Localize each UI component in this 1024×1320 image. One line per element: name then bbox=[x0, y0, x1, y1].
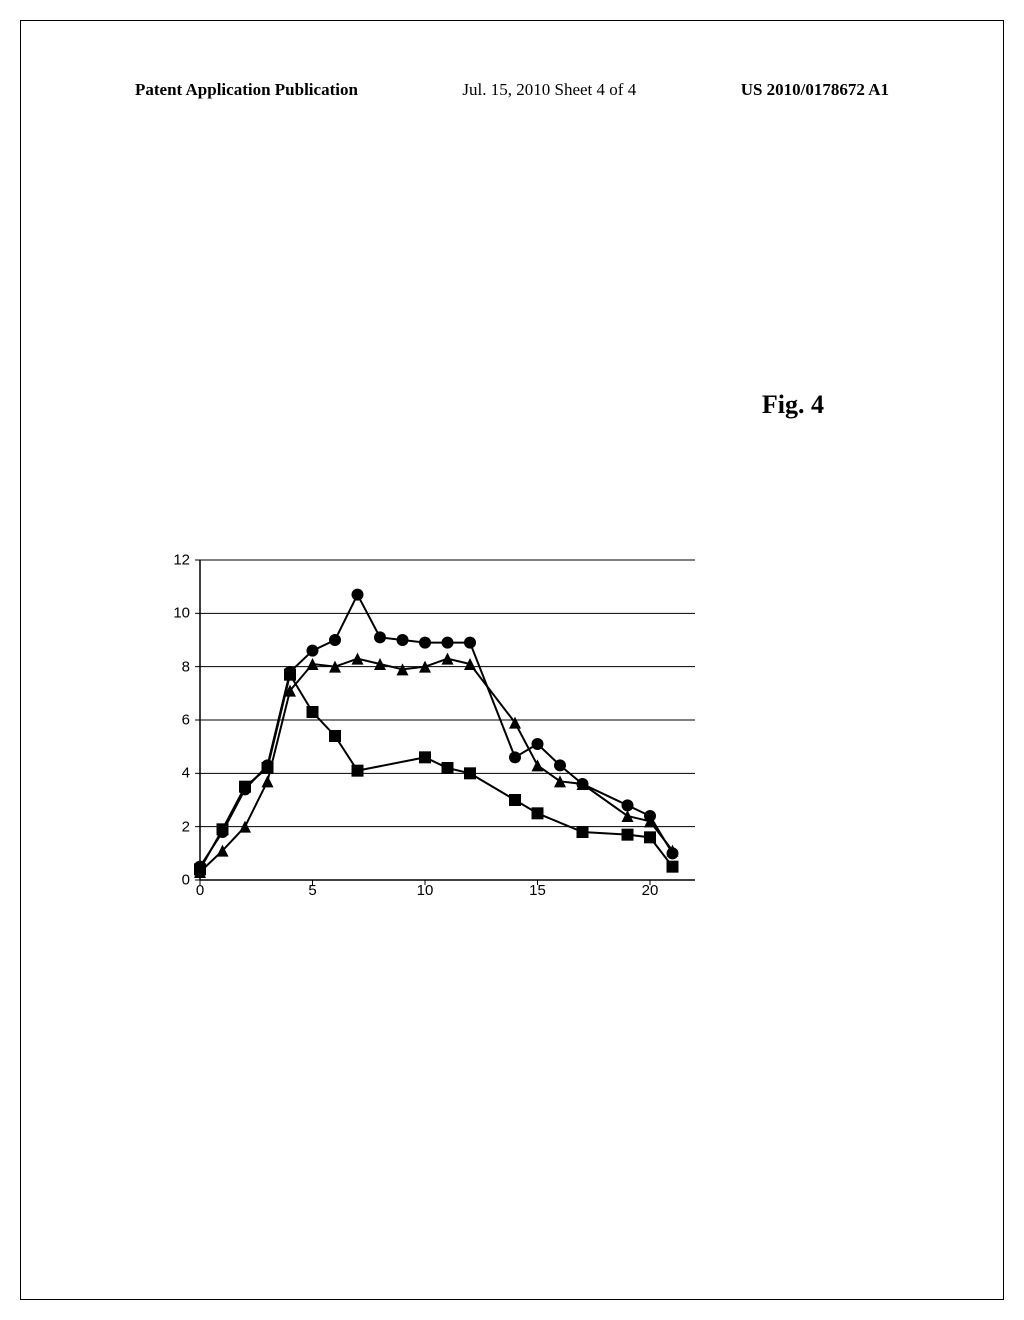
marker-circle bbox=[442, 637, 454, 649]
y-tick-label: 12 bbox=[173, 552, 190, 569]
y-tick-label: 10 bbox=[173, 605, 190, 622]
marker-square bbox=[442, 762, 454, 774]
header-middle: Jul. 15, 2010 Sheet 4 of 4 bbox=[462, 80, 636, 100]
marker-circle bbox=[554, 759, 566, 771]
marker-square bbox=[352, 765, 364, 777]
marker-square bbox=[194, 863, 206, 875]
marker-square bbox=[577, 826, 589, 838]
marker-square bbox=[329, 730, 341, 742]
x-tick-label: 20 bbox=[642, 882, 659, 899]
page-header: Patent Application Publication Jul. 15, … bbox=[135, 80, 889, 100]
marker-square bbox=[464, 767, 476, 779]
y-tick-label: 4 bbox=[182, 765, 190, 782]
series-line-circle bbox=[200, 595, 673, 867]
y-tick-label: 0 bbox=[182, 872, 190, 889]
marker-circle bbox=[352, 589, 364, 601]
marker-circle bbox=[397, 634, 409, 646]
x-tick-label: 5 bbox=[308, 882, 316, 899]
marker-circle bbox=[329, 634, 341, 646]
marker-circle bbox=[419, 637, 431, 649]
x-tick-label: 10 bbox=[417, 882, 434, 899]
header-right: US 2010/0178672 A1 bbox=[741, 80, 889, 100]
marker-square bbox=[419, 751, 431, 763]
plot-area bbox=[200, 560, 695, 880]
figure-label: Fig. 4 bbox=[762, 390, 824, 420]
marker-square bbox=[307, 706, 319, 718]
y-axis-labels: 024681012 bbox=[160, 560, 190, 880]
marker-square bbox=[644, 831, 656, 843]
y-tick-label: 2 bbox=[182, 818, 190, 835]
marker-square bbox=[532, 807, 544, 819]
marker-square bbox=[667, 861, 679, 873]
y-tick-label: 6 bbox=[182, 712, 190, 729]
marker-square bbox=[262, 762, 274, 774]
y-tick-label: 8 bbox=[182, 658, 190, 675]
marker-circle bbox=[532, 738, 544, 750]
chart-svg bbox=[200, 560, 695, 880]
marker-circle bbox=[307, 645, 319, 657]
marker-square bbox=[284, 669, 296, 681]
marker-square bbox=[509, 794, 521, 806]
header-left: Patent Application Publication bbox=[135, 80, 358, 100]
marker-square bbox=[239, 781, 251, 793]
marker-triangle bbox=[262, 775, 274, 787]
x-tick-label: 15 bbox=[529, 882, 546, 899]
marker-square bbox=[622, 829, 634, 841]
marker-circle bbox=[509, 751, 521, 763]
marker-square bbox=[217, 823, 229, 835]
marker-circle bbox=[464, 637, 476, 649]
x-tick-label: 0 bbox=[196, 882, 204, 899]
marker-circle bbox=[622, 799, 634, 811]
x-axis-labels: 05101520 bbox=[200, 882, 695, 902]
marker-circle bbox=[374, 631, 386, 643]
chart: 024681012 05101520 bbox=[170, 560, 700, 920]
marker-triangle bbox=[532, 759, 544, 771]
